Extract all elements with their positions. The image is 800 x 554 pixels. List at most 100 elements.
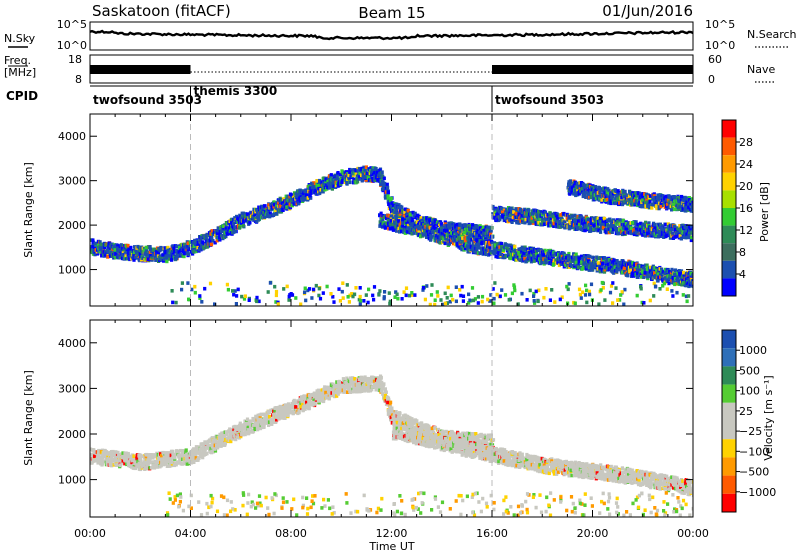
heatmap-cell: [471, 223, 475, 227]
heatmap-cell: [634, 220, 638, 224]
heatmap-cell: [100, 242, 104, 247]
heatmap-cell: [379, 211, 383, 216]
heatmap-cell: [669, 236, 673, 240]
heatmap-cell: [228, 227, 232, 231]
heatmap-cell: [91, 238, 95, 242]
heatmap-cell: [108, 247, 113, 251]
heatmap-cell: [655, 268, 659, 273]
heatmap-cell: [391, 222, 395, 226]
heatmap-cell: [646, 228, 650, 232]
heatmap-cell: [348, 167, 352, 172]
heatmap-cell: [345, 182, 349, 186]
heatmap-cell: [182, 254, 186, 259]
heatmap-cell: [317, 186, 321, 191]
heatmap-cell: [472, 235, 476, 239]
heatmap-cell: [585, 256, 589, 260]
heatmap-cell: [257, 217, 261, 221]
heatmap-cell: [524, 214, 528, 219]
heatmap-cell: [145, 254, 149, 259]
heatmap-cell: [624, 221, 628, 226]
heatmap-cell: [413, 211, 417, 216]
heatmap-cell: [378, 168, 382, 173]
heatmap-cell: [535, 253, 539, 257]
heatmap-cell: [125, 247, 129, 251]
heatmap-cell: [671, 232, 675, 236]
heatmap-cell: [245, 212, 250, 216]
heatmap-cell: [385, 221, 389, 225]
heatmap-cell: [525, 212, 529, 217]
heatmap-cell: [567, 258, 571, 263]
heatmap-cell: [531, 211, 535, 216]
heatmap-cell: [634, 223, 638, 228]
heatmap-cell: [154, 258, 158, 262]
heatmap-cell: [500, 245, 504, 249]
heatmap-cell: [402, 214, 406, 218]
heatmap-cell: [440, 228, 444, 232]
freq-label-1: Freq.: [4, 54, 31, 67]
heatmap-cell: [561, 224, 565, 229]
heatmap-cell: [572, 253, 576, 257]
heatmap-cell: [329, 173, 333, 177]
heatmap-cell: [505, 245, 509, 249]
heatmap-cell: [309, 196, 313, 200]
heatmap-cell: [263, 215, 267, 219]
heatmap-cell: [596, 224, 600, 228]
heatmap-cell: [549, 217, 553, 221]
heatmap-cell: [604, 195, 608, 200]
heatmap-cell: [505, 217, 509, 221]
heatmap-cell: [158, 247, 162, 251]
heatmap-cell: [385, 182, 389, 187]
heatmap-cell: [632, 232, 636, 237]
heatmap-cell: [360, 178, 364, 183]
cpid-segment-label: twofsound 3503: [93, 93, 202, 107]
heatmap-cell: [656, 279, 660, 283]
heatmap-cell: [123, 251, 127, 256]
heatmap-cell: [309, 190, 313, 195]
noise-trace: [89, 29, 694, 41]
heatmap-cell: [509, 247, 513, 252]
heatmap-cell: [580, 184, 584, 188]
heatmap-cell: [165, 254, 169, 259]
heatmap-cell: [450, 231, 454, 235]
heatmap-cell: [639, 221, 643, 226]
heatmap-cell: [322, 176, 326, 180]
heatmap-cell: [389, 198, 393, 203]
heatmap-cell: [389, 196, 393, 201]
heatmap-cell: [607, 188, 611, 193]
heatmap-cell: [660, 267, 664, 272]
heatmap-cell: [577, 185, 581, 189]
heatmap-cell: [636, 222, 640, 227]
heatmap-cell: [445, 229, 449, 234]
heatmap-cell: [497, 209, 501, 214]
heatmap-cell: [545, 258, 549, 263]
heatmap-cell: [575, 225, 579, 229]
heatmap-cell: [94, 241, 98, 246]
heatmap-cell: [399, 215, 403, 220]
heatmap-cell: [600, 264, 604, 269]
heatmap-cell: [289, 193, 294, 197]
heatmap-cell: [451, 241, 456, 246]
heatmap-cell: [216, 228, 220, 233]
heatmap-cell: [494, 254, 498, 259]
heatmap-cell: [540, 255, 544, 260]
heatmap-cell: [334, 183, 338, 188]
heatmap-cell: [390, 214, 394, 218]
heatmap-cell: [299, 192, 304, 197]
heatmap-cell: [686, 272, 690, 276]
heatmap-cell: [124, 253, 128, 258]
heatmap-cell: [680, 282, 684, 287]
heatmap-cell: [687, 284, 691, 289]
n-sky-line: [89, 29, 694, 41]
heatmap-cell: [599, 230, 603, 234]
heatmap-cell: [648, 233, 652, 238]
heatmap-cell: [407, 226, 411, 231]
heatmap-cell: [464, 244, 468, 248]
heatmap-cell: [392, 203, 396, 208]
heatmap-cell: [248, 220, 252, 225]
heatmap-cell: [632, 274, 636, 278]
heatmap-cell: [506, 251, 510, 256]
heatmap-cell: [635, 265, 639, 269]
heatmap-cell: [591, 255, 595, 260]
heatmap-cell: [522, 251, 526, 255]
heatmap-cell: [354, 172, 358, 176]
